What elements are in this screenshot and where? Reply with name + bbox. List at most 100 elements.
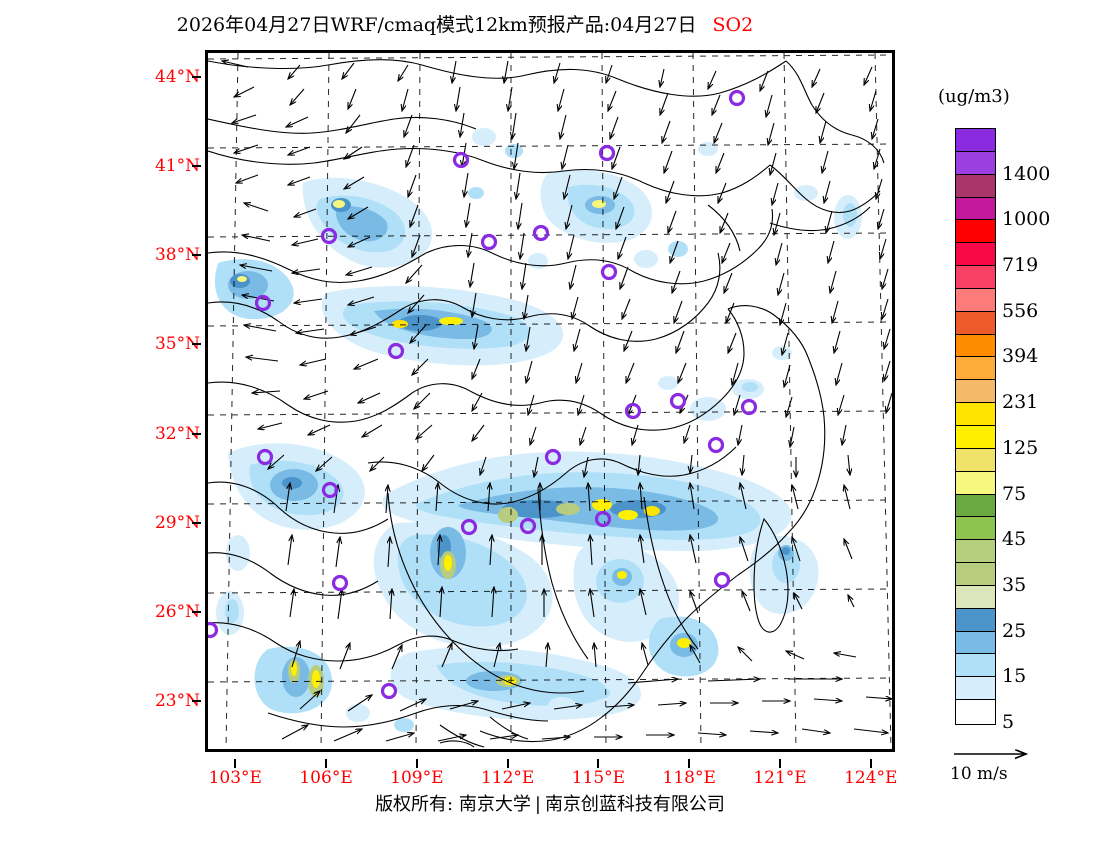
x-tick-mark	[325, 759, 328, 768]
x-axis-tick-112: 112°E	[480, 768, 535, 788]
colorbar-band-23	[956, 654, 995, 678]
x-tick-mark	[597, 759, 600, 768]
colorbar-label-125: 125	[1002, 436, 1039, 459]
x-axis-tick-103: 103°E	[208, 768, 262, 788]
station-marker[interactable]	[208, 621, 219, 639]
station-marker[interactable]	[740, 398, 758, 416]
station-marker[interactable]	[380, 682, 398, 700]
x-tick-mark	[415, 759, 418, 768]
colorbar-band-9	[956, 334, 995, 358]
x-tick-mark	[234, 759, 237, 768]
y-axis-tick-38: 38°N	[154, 245, 200, 266]
station-marker[interactable]	[598, 144, 616, 162]
map-plot-area[interactable]	[205, 50, 895, 752]
station-marker[interactable]	[321, 481, 339, 499]
x-axis-labels: 103°E 106°E 109°E 112°E 115°E 118°E 121°E 124°E	[205, 759, 898, 788]
station-marker[interactable]	[669, 392, 687, 410]
page-title-text: 2026年04月27日WRF/cmaq模式12km预报产品:04月27日	[176, 14, 697, 36]
station-marker[interactable]	[480, 233, 498, 251]
x-tick-mark	[869, 759, 872, 768]
station-marker[interactable]	[452, 151, 470, 169]
station-marker[interactable]	[624, 402, 642, 420]
station-marker[interactable]	[544, 448, 562, 466]
station-marker[interactable]	[600, 263, 618, 281]
colorbar-band-19	[956, 563, 995, 586]
company-name: 南京创蓝科技有限公司	[544, 794, 725, 815]
copyright-text: 版权所有: 南京大学	[375, 794, 531, 815]
colorbar-tick-labels: 1400 1000 719 556 394 231 125 75 45 35 25 15 5	[1002, 128, 1098, 733]
x-axis-tick-115: 115°E	[571, 768, 626, 788]
colorbar-label-1400: 1400	[1002, 162, 1051, 185]
y-tick-mark	[192, 432, 201, 435]
colorbar-band-3	[956, 197, 995, 221]
colorbar-band-1	[956, 151, 995, 175]
y-tick-mark	[192, 254, 201, 257]
page-title: 2026年04月27日WRF/cmaq模式12km预报产品:04月27日 SO2	[0, 10, 930, 37]
x-axis-tick-124: 124°E	[844, 768, 898, 788]
y-axis-tick-41: 41°N	[154, 156, 200, 176]
wind-arrow-icon	[954, 742, 1060, 764]
station-marker[interactable]	[594, 510, 612, 528]
station-marker[interactable]	[519, 517, 537, 535]
colorbar-label-45: 45	[1002, 528, 1027, 551]
y-axis-tick-26: 26°N	[154, 602, 200, 623]
colorbar-band-4	[956, 220, 995, 244]
y-tick-mark	[192, 165, 201, 167]
colorbar-band-8	[956, 311, 995, 335]
lat-lon-grid	[208, 53, 892, 749]
species-label: SO2	[712, 14, 754, 36]
x-axis-tick-118: 118°E	[662, 768, 716, 788]
colorbar-band-0	[956, 129, 995, 152]
footer-separator: |	[534, 794, 541, 815]
colorbar-label-15: 15	[1002, 665, 1027, 688]
colorbar-band-2	[956, 174, 995, 198]
station-marker[interactable]	[728, 89, 746, 107]
colorbar-band-13	[956, 425, 995, 449]
city-station-markers[interactable]	[208, 89, 758, 700]
colorbar-band-20	[956, 585, 995, 609]
station-marker[interactable]	[707, 436, 725, 454]
colorbar-band-24	[956, 677, 995, 701]
station-marker[interactable]	[460, 518, 478, 536]
wind-scale-key: 10 m/s	[950, 742, 1090, 792]
colorbar-band-6	[956, 266, 995, 289]
wind-vector-field	[222, 61, 892, 742]
colorbar-band-7	[956, 288, 995, 312]
colorbar-label-25: 25	[1002, 619, 1027, 642]
colorbar-band-5	[956, 243, 995, 267]
colorbar-band-10	[956, 357, 995, 381]
colorbar-label-556: 556	[1002, 299, 1039, 322]
colorbar[interactable]	[955, 128, 996, 725]
colorbar-band-11	[956, 380, 995, 404]
station-marker[interactable]	[320, 227, 338, 245]
x-tick-mark	[506, 759, 509, 768]
station-marker[interactable]	[387, 342, 405, 360]
colorbar-band-22	[956, 631, 995, 655]
x-axis-tick-106: 106°E	[299, 768, 353, 788]
colorbar-label-1000: 1000	[1002, 208, 1051, 231]
y-axis-labels: 44°N 41°N 38°N 35°N 32°N 29°N 26°N 23°N	[120, 50, 201, 752]
colorbar-label-231: 231	[1002, 391, 1039, 414]
y-tick-mark	[192, 75, 201, 78]
station-marker[interactable]	[713, 571, 731, 589]
y-axis-tick-35: 35°N	[154, 334, 200, 355]
x-axis-tick-109: 109°E	[390, 768, 444, 788]
station-marker[interactable]	[532, 224, 550, 242]
colorbar-unit-label: (ug/m3)	[938, 86, 1010, 107]
station-marker[interactable]	[256, 448, 274, 466]
station-marker[interactable]	[331, 574, 349, 592]
y-axis-tick-44: 44°N	[154, 66, 200, 87]
colorbar-label-35: 35	[1002, 573, 1027, 596]
x-tick-mark	[779, 759, 781, 768]
colorbar-label-719: 719	[1002, 254, 1039, 277]
station-marker[interactable]	[254, 294, 272, 312]
colorbar-band-12	[956, 403, 995, 426]
colorbar-label-5: 5	[1002, 711, 1015, 733]
y-tick-mark	[192, 521, 201, 524]
x-tick-mark	[688, 759, 691, 768]
colorbar-band-14	[956, 448, 995, 472]
colorbar-band-21	[956, 608, 995, 632]
colorbar-band-18	[956, 540, 995, 564]
colorbar-band-15	[956, 471, 995, 495]
